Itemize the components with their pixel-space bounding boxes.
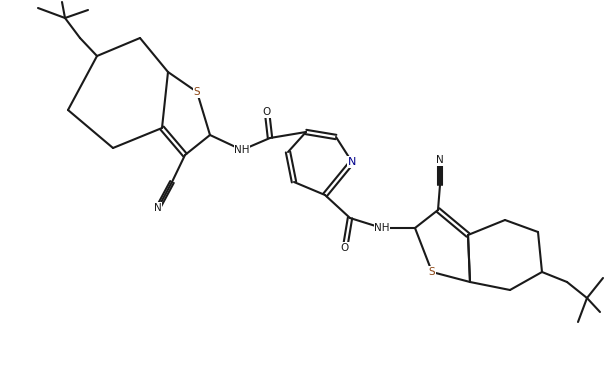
Text: N: N xyxy=(154,203,162,213)
Text: N: N xyxy=(436,155,444,165)
Text: O: O xyxy=(341,243,349,253)
Text: S: S xyxy=(194,87,200,97)
Text: NH: NH xyxy=(234,145,249,155)
Text: O: O xyxy=(263,107,271,117)
Text: N: N xyxy=(348,157,356,167)
Text: S: S xyxy=(428,267,435,277)
Text: NH: NH xyxy=(375,223,390,233)
